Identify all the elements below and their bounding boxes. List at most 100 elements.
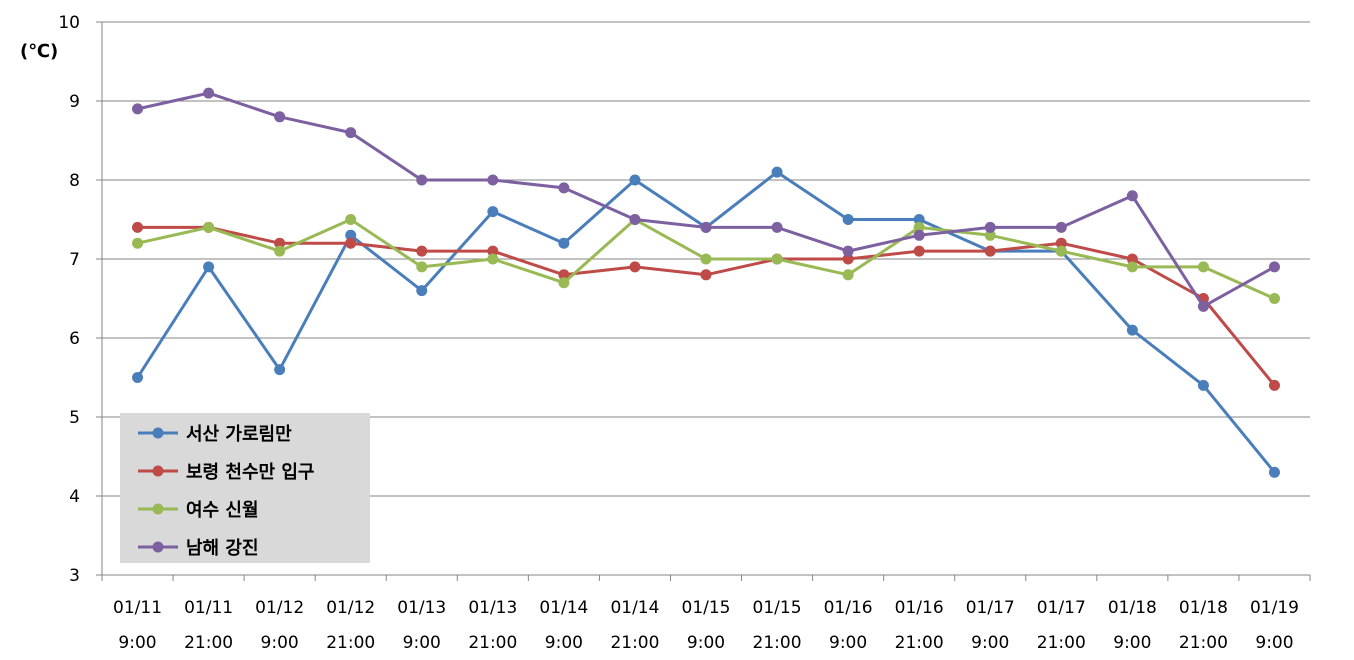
data-point (842, 214, 854, 225)
legend-swatch-marker (152, 503, 164, 515)
series-4 (132, 87, 1280, 312)
data-point (345, 127, 357, 139)
y-tick-labels: 3 4 5 6 7 8 9 10 (58, 13, 80, 586)
legend-swatch-marker (152, 541, 164, 553)
data-point (1268, 293, 1280, 304)
data-point (1126, 261, 1138, 273)
data-point (1197, 379, 1209, 391)
x-tick-label-time: 21:00 (1179, 633, 1228, 653)
data-point (1197, 261, 1209, 273)
data-point (1126, 253, 1138, 265)
x-tick-label-date: 01/17 (1037, 598, 1086, 618)
x-tick-label-time: 9:00 (1113, 633, 1151, 653)
data-point (132, 372, 144, 383)
data-point (842, 269, 854, 281)
data-point (1268, 466, 1280, 478)
x-tick-label-date: 01/19 (1250, 598, 1299, 618)
legend-item: 서산 가로림만 (138, 424, 292, 445)
data-point (274, 364, 286, 376)
x-tick-label-date: 01/15 (753, 598, 802, 618)
x-tick-label-time: 21:00 (753, 633, 802, 653)
data-point (629, 174, 641, 186)
data-point (416, 285, 428, 297)
legend-label: 여수 신월 (186, 500, 259, 521)
data-point (487, 253, 499, 265)
x-tick-labels: 01/11 9:00 01/11 21:00 01/12 9:00 01/12 21:00 01… (113, 598, 1299, 653)
x-tick-label-date: 01/16 (824, 598, 873, 618)
data-point (700, 269, 712, 281)
data-point (1055, 245, 1067, 257)
x-tick-label-time: 21:00 (468, 633, 517, 653)
data-point (274, 237, 286, 249)
data-point (842, 245, 854, 257)
data-point (629, 261, 641, 273)
x-tick-label-date: 01/17 (966, 598, 1015, 618)
data-point (913, 214, 925, 225)
data-point (132, 237, 144, 249)
legend-box (120, 413, 370, 563)
data-point (700, 221, 712, 233)
x-tick-label-date: 01/12 (255, 598, 304, 618)
x-tick-label-date: 01/18 (1179, 598, 1228, 618)
data-point (487, 206, 499, 218)
y-tick-label: 10 (58, 13, 80, 33)
x-tick-label-date: 01/18 (1108, 598, 1157, 618)
data-point (487, 245, 499, 257)
x-tick-label-date: 01/16 (895, 598, 944, 618)
data-point (984, 229, 996, 241)
data-point (1126, 324, 1138, 336)
legend-label: 보령 천수만 입구 (186, 461, 314, 483)
series-lines (132, 87, 1280, 478)
x-tick-label-date: 01/14 (610, 598, 659, 618)
series-3 (132, 214, 1280, 304)
data-point (913, 229, 925, 241)
data-point (1268, 379, 1280, 391)
data-point (913, 245, 925, 257)
y-tick-label: 5 (69, 408, 80, 428)
legend-label: 서산 가로림만 (186, 424, 292, 445)
data-point (416, 245, 428, 257)
axes (96, 21, 1311, 581)
data-point (771, 253, 783, 265)
y-tick-label: 6 (69, 329, 80, 349)
series-2 (132, 221, 1280, 391)
data-point (416, 261, 428, 273)
x-tick-label-time: 21:00 (895, 633, 944, 653)
data-point (558, 237, 570, 249)
data-point (345, 237, 357, 249)
x-tick-label-date: 01/14 (539, 598, 588, 618)
data-point (1126, 190, 1138, 202)
data-point (132, 221, 144, 233)
data-point (274, 111, 286, 123)
data-point (1197, 300, 1209, 312)
x-tick-label-time: 9:00 (403, 633, 441, 653)
data-point (487, 174, 499, 186)
y-axis-unit-label: (℃) (20, 41, 58, 62)
y-tick-label: 3 (69, 566, 80, 586)
data-point (345, 229, 357, 241)
x-tick-label-time: 9:00 (1255, 633, 1293, 653)
y-tick-label: 4 (69, 487, 80, 507)
data-point (203, 261, 215, 273)
data-point (132, 103, 144, 115)
x-tick-label-time: 21:00 (610, 633, 659, 653)
y-tick-label: 7 (69, 250, 80, 270)
legend-item: 보령 천수만 입구 (138, 461, 314, 483)
data-point (629, 214, 641, 225)
x-tick-label-date: 01/11 (113, 598, 162, 618)
x-tick-label-time: 9:00 (687, 633, 725, 653)
x-tick-label-time: 9:00 (118, 633, 156, 653)
x-tick-label-time: 21:00 (1037, 633, 1086, 653)
data-point (345, 214, 357, 225)
data-point (1268, 261, 1280, 273)
legend-label: 남해 강진 (186, 538, 259, 559)
data-point (1055, 221, 1067, 233)
x-tick-label-time: 9:00 (971, 633, 1009, 653)
legend-swatch-marker (152, 427, 164, 439)
x-tick-label-time: 21:00 (326, 633, 375, 653)
x-tick-label-time: 21:00 (184, 633, 233, 653)
x-tick-label-date: 01/13 (397, 598, 446, 618)
y-tick-label: 8 (69, 171, 80, 191)
